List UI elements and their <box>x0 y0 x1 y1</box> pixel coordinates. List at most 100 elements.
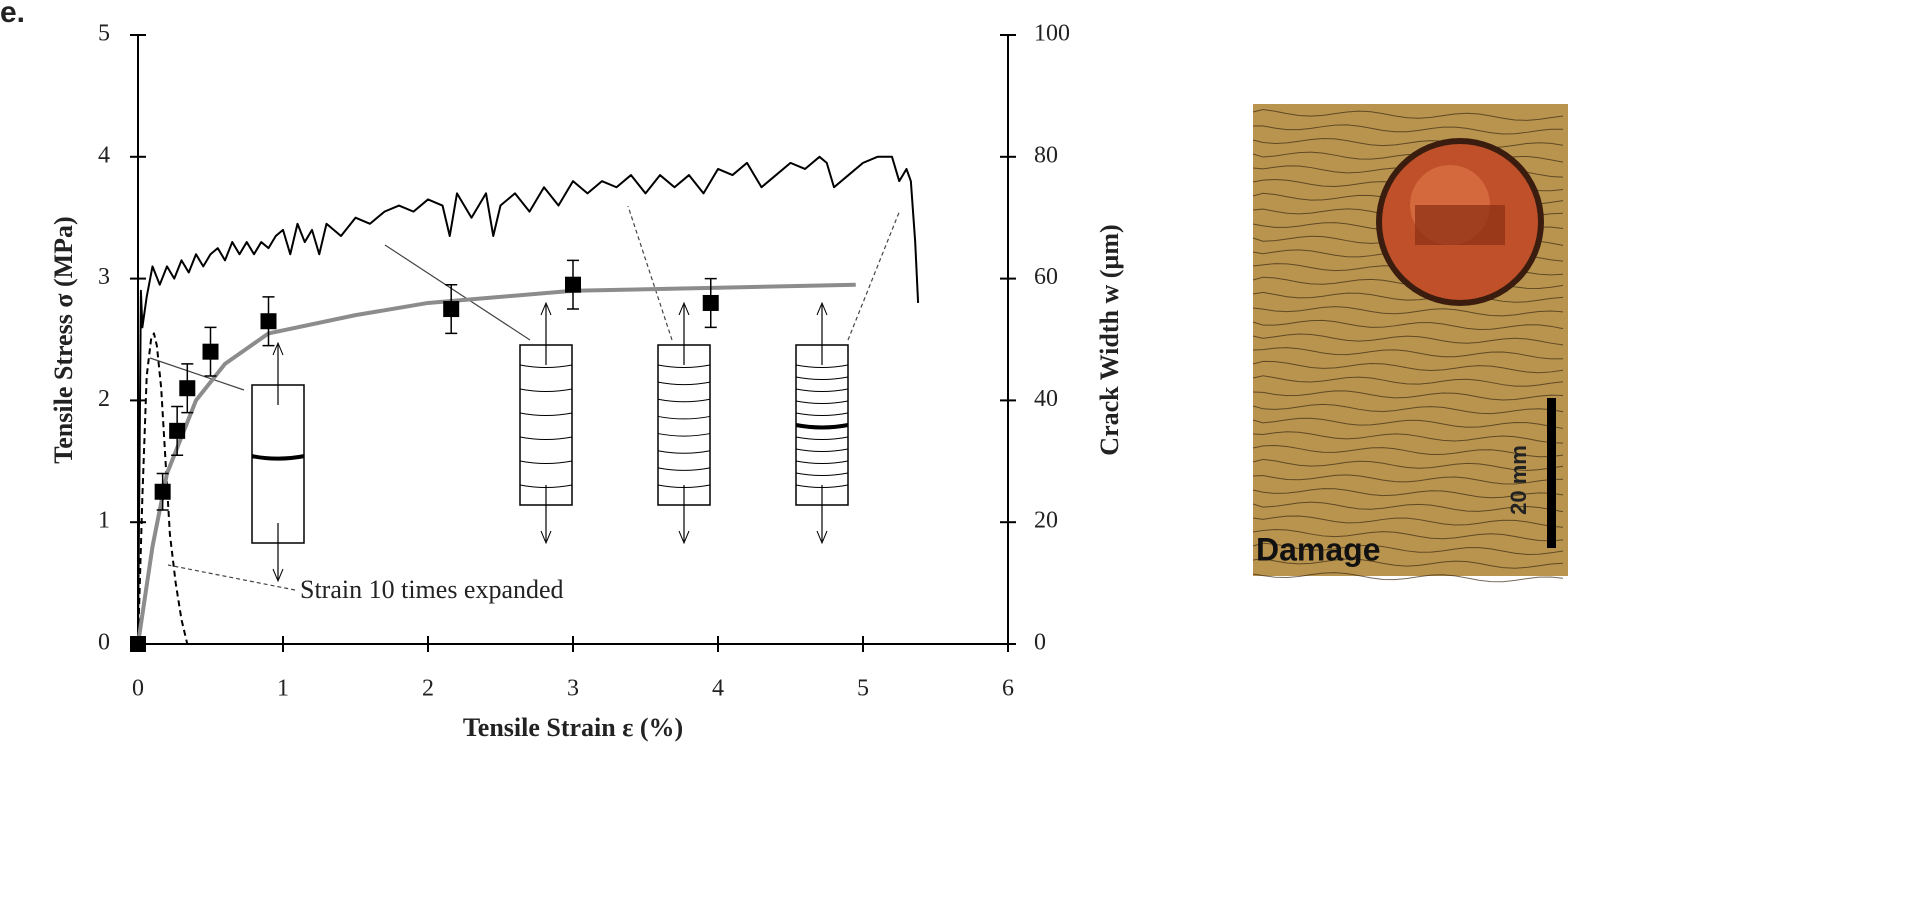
crack-line <box>795 423 849 430</box>
crack <box>1252 124 1564 135</box>
crack-line <box>657 398 711 403</box>
crack <box>1252 319 1564 331</box>
arrow-head <box>540 301 552 316</box>
data-line <box>137 155 920 645</box>
specimen <box>657 344 711 506</box>
crack-line <box>657 381 711 386</box>
crack <box>1252 375 1564 387</box>
crack <box>1252 431 1564 444</box>
crack <box>1252 444 1564 458</box>
y-tick-label: 1 <box>98 508 110 534</box>
crack <box>1252 474 1564 485</box>
y-tick-label: 3 <box>98 264 110 290</box>
arrow-head <box>678 530 690 545</box>
x-tick-label: 6 <box>1002 676 1014 702</box>
crack-line <box>795 364 849 368</box>
crack <box>1252 515 1564 528</box>
x-tick-label: 4 <box>712 676 724 702</box>
x-tick-label: 1 <box>277 676 289 702</box>
pointer <box>149 357 245 391</box>
crack <box>1252 347 1564 360</box>
crack-line <box>795 460 849 464</box>
crack-line <box>657 433 711 437</box>
marker <box>169 422 186 439</box>
specimen <box>519 344 573 506</box>
y2-tick-label: 100 <box>1034 21 1070 47</box>
y2-tick-label: 80 <box>1034 142 1058 168</box>
crack-line <box>795 448 849 452</box>
crack-line <box>795 400 849 404</box>
crack <box>1252 542 1564 555</box>
crack <box>1252 291 1564 303</box>
crack <box>1252 390 1564 401</box>
crack-line <box>519 436 573 440</box>
crack-line <box>519 388 573 392</box>
arrow-head <box>272 341 284 356</box>
marker <box>154 483 171 500</box>
crack <box>1252 333 1564 346</box>
y2-tick-label: 20 <box>1034 508 1058 534</box>
marker <box>179 380 196 397</box>
crack-line <box>795 376 849 380</box>
y-tick-label: 0 <box>98 630 110 656</box>
x-tick-label: 2 <box>422 676 434 702</box>
panel-label: e. <box>0 0 25 29</box>
coin-building <box>1415 205 1505 245</box>
crack-line <box>657 415 711 420</box>
crack <box>1252 501 1564 513</box>
photo-label: Damage <box>1256 531 1381 567</box>
y-axis-title: Tensile Stress σ (MPa) <box>49 216 78 463</box>
marker <box>702 294 719 311</box>
crack-line <box>795 472 849 476</box>
x-tick-label: 5 <box>857 676 869 702</box>
pointer <box>847 209 901 341</box>
crack <box>1252 403 1564 415</box>
y2-tick-label: 60 <box>1034 264 1058 290</box>
marker <box>202 343 219 360</box>
annotation-arrow <box>167 564 296 591</box>
crack-line <box>519 460 573 464</box>
marker <box>565 276 581 293</box>
scale-bar-label: 20 mm <box>1506 445 1531 515</box>
specimen <box>251 384 305 544</box>
crack <box>1252 488 1564 499</box>
pointer <box>627 205 673 341</box>
arrow-head <box>816 301 828 316</box>
data-line <box>137 332 189 645</box>
arrow-head <box>272 568 284 583</box>
marker <box>130 636 146 652</box>
crack-line <box>251 454 305 461</box>
crack <box>1252 458 1564 471</box>
crack-line <box>657 450 711 454</box>
crack <box>1252 558 1564 569</box>
annotation: Strain 10 times expanded <box>300 575 564 604</box>
crack-line <box>795 412 849 416</box>
crack <box>1252 529 1564 542</box>
crack-line <box>795 388 849 392</box>
y-tick-label: 2 <box>98 386 110 412</box>
x-axis-title: Tensile Strain ε (%) <box>463 713 683 742</box>
crack <box>1252 138 1564 149</box>
marker <box>260 313 277 330</box>
crack-line <box>519 364 573 368</box>
marker <box>443 301 460 318</box>
crack <box>1252 306 1564 317</box>
scale-bar <box>1547 398 1556 548</box>
crack <box>1252 109 1564 121</box>
arrow-head <box>540 530 552 545</box>
crack-line <box>519 412 573 416</box>
y2-axis-title: Crack Width w (µm) <box>1095 224 1124 455</box>
pointer <box>384 244 531 341</box>
crack-line <box>795 436 849 440</box>
crack <box>1252 572 1564 583</box>
x-tick-label: 3 <box>567 676 579 702</box>
crack-line <box>657 467 711 471</box>
y-tick-label: 5 <box>98 21 110 47</box>
crack <box>1252 417 1564 429</box>
y-tick-label: 4 <box>98 142 110 168</box>
crack-line <box>657 364 711 368</box>
y2-tick-label: 40 <box>1034 386 1058 412</box>
crack <box>1252 360 1564 374</box>
x-tick-label: 0 <box>132 676 144 702</box>
arrow-head <box>678 301 690 316</box>
